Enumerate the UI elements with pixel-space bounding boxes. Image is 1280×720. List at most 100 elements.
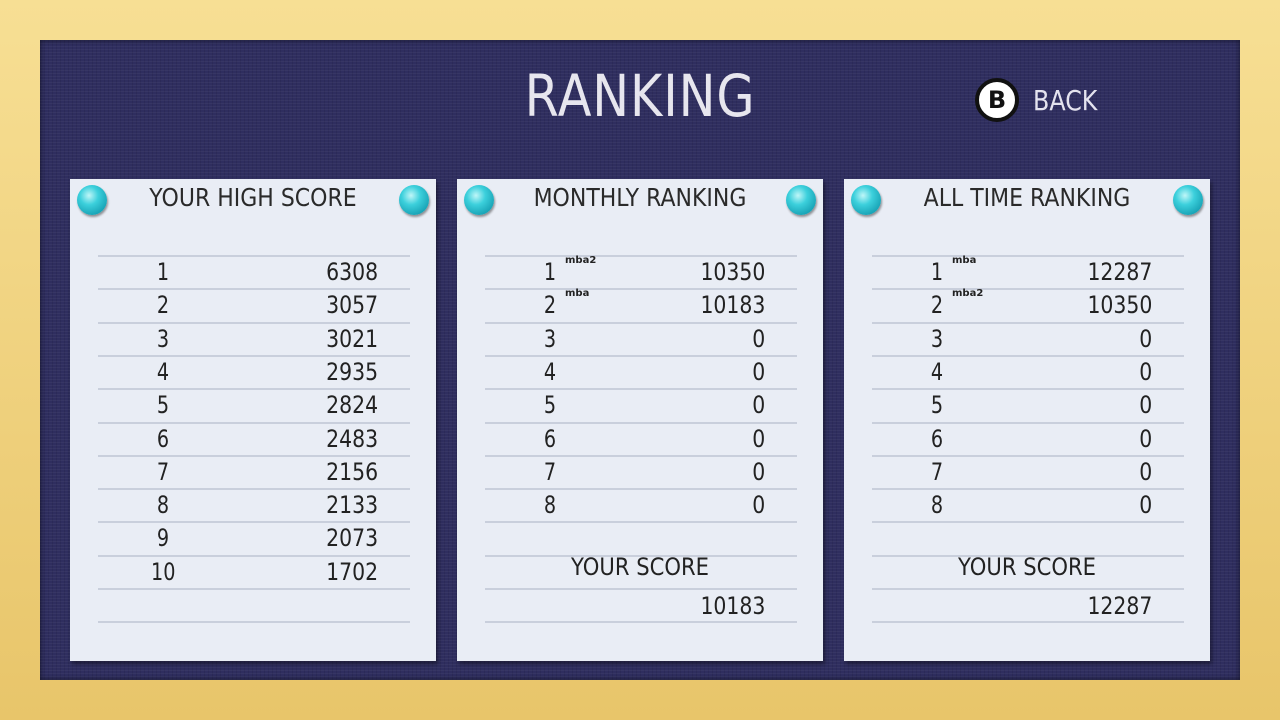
rank-number: 4 — [156, 357, 170, 386]
rank-number: 8 — [156, 491, 170, 520]
score-value: 2483 — [326, 424, 378, 453]
rank-number: 6 — [156, 424, 170, 453]
score-value: 0 — [1139, 491, 1152, 520]
ruled-line — [98, 288, 410, 291]
ruled-line — [872, 454, 1184, 457]
rank-number: 3 — [156, 324, 170, 353]
ruled-line — [485, 321, 797, 324]
pushpin-icon — [851, 185, 881, 215]
ruled-line — [485, 388, 797, 391]
rank-number: 9 — [156, 524, 170, 553]
your-score-label: YOUR SCORE — [957, 553, 1097, 581]
ruled-line — [98, 421, 410, 424]
score-value: 10350 — [1087, 291, 1152, 320]
score-value: 12287 — [1087, 258, 1152, 286]
rank-number: 1 — [156, 258, 170, 286]
player-name: mba — [952, 255, 977, 266]
page-title: RANKING — [524, 62, 756, 130]
rank-number: 3 — [543, 324, 557, 353]
rank-number: 4 — [930, 357, 944, 386]
pushpin-icon — [1173, 185, 1203, 215]
ruled-line — [98, 255, 410, 257]
player-name: mba2 — [565, 255, 597, 266]
rank-number: 6 — [543, 424, 557, 453]
ruled-line — [872, 621, 1184, 624]
score-value: 0 — [1139, 324, 1152, 353]
ruled-line — [485, 454, 797, 457]
score-value: 0 — [752, 457, 765, 486]
pushpin-icon — [399, 185, 429, 215]
ruled-line — [485, 554, 797, 557]
pushpin-icon — [464, 185, 494, 215]
score-value: 0 — [752, 357, 765, 386]
player-name: mba — [565, 288, 590, 300]
player-name: mba2 — [952, 288, 984, 300]
score-value: 0 — [1139, 424, 1152, 453]
score-value: 2156 — [326, 457, 378, 486]
rank-number: 4 — [543, 357, 557, 386]
score-value: 3057 — [326, 291, 378, 320]
rank-number: 1 — [543, 258, 557, 286]
your-score-value: 12287 — [1087, 592, 1152, 620]
ruled-line — [485, 288, 797, 291]
score-value: 3021 — [326, 324, 378, 353]
score-value: 0 — [752, 491, 765, 520]
ruled-line — [98, 488, 410, 491]
b-button-icon: B — [975, 78, 1019, 122]
ruled-line — [98, 588, 410, 590]
score-value: 2133 — [326, 491, 378, 520]
ruled-line — [98, 321, 410, 324]
rank-number: 5 — [156, 391, 170, 420]
ruled-line — [872, 554, 1184, 557]
ruled-line — [872, 421, 1184, 424]
ruled-line — [98, 354, 410, 357]
ruled-line — [872, 588, 1184, 590]
high-score-panel: YOUR HIGH SCORE 1 6308 2 3057 3 3021 4 2935 … — [70, 179, 436, 661]
score-value: 1702 — [326, 557, 378, 586]
score-value: 0 — [1139, 391, 1152, 420]
ruled-line — [872, 354, 1184, 357]
score-value: 0 — [1139, 457, 1152, 486]
score-value: 0 — [752, 391, 765, 420]
rank-number: 2 — [930, 291, 944, 320]
rank-number: 2 — [156, 291, 170, 320]
score-value: 0 — [752, 424, 765, 453]
ruled-line — [98, 554, 410, 557]
ruled-line — [98, 454, 410, 457]
panel-title: YOUR HIGH SCORE — [149, 183, 357, 212]
ruled-line — [872, 388, 1184, 391]
pushpin-icon — [786, 185, 816, 215]
ruled-line — [872, 255, 1184, 257]
ruled-line — [98, 388, 410, 391]
ruled-line — [485, 354, 797, 357]
ruled-line — [485, 621, 797, 624]
panel-title: ALL TIME RANKING — [923, 183, 1131, 212]
rank-number: 5 — [543, 391, 557, 420]
rank-number: 3 — [930, 324, 944, 353]
score-value: 2935 — [326, 357, 378, 386]
back-button[interactable]: B BACK — [975, 78, 1109, 122]
your-score-label: YOUR SCORE — [570, 553, 710, 581]
rank-number: 5 — [930, 391, 944, 420]
ruled-line — [485, 588, 797, 590]
score-value: 10183 — [700, 291, 765, 320]
back-label: BACK — [1033, 83, 1098, 117]
your-score-value: 10183 — [700, 592, 765, 620]
ruled-line — [485, 521, 797, 524]
rank-number: 7 — [930, 457, 944, 486]
score-value: 0 — [1139, 357, 1152, 386]
score-value: 6308 — [326, 258, 378, 286]
score-value: 2073 — [326, 524, 378, 553]
ruled-line — [872, 321, 1184, 324]
score-value: 0 — [752, 324, 765, 353]
ruled-line — [485, 421, 797, 424]
ruled-line — [872, 521, 1184, 524]
pushpin-icon — [77, 185, 107, 215]
ruled-line — [872, 288, 1184, 291]
panel-title: MONTHLY RANKING — [533, 183, 747, 212]
ruled-line — [485, 488, 797, 491]
ruled-line — [98, 521, 410, 524]
rank-number: 8 — [930, 491, 944, 520]
score-value: 2824 — [326, 391, 378, 420]
